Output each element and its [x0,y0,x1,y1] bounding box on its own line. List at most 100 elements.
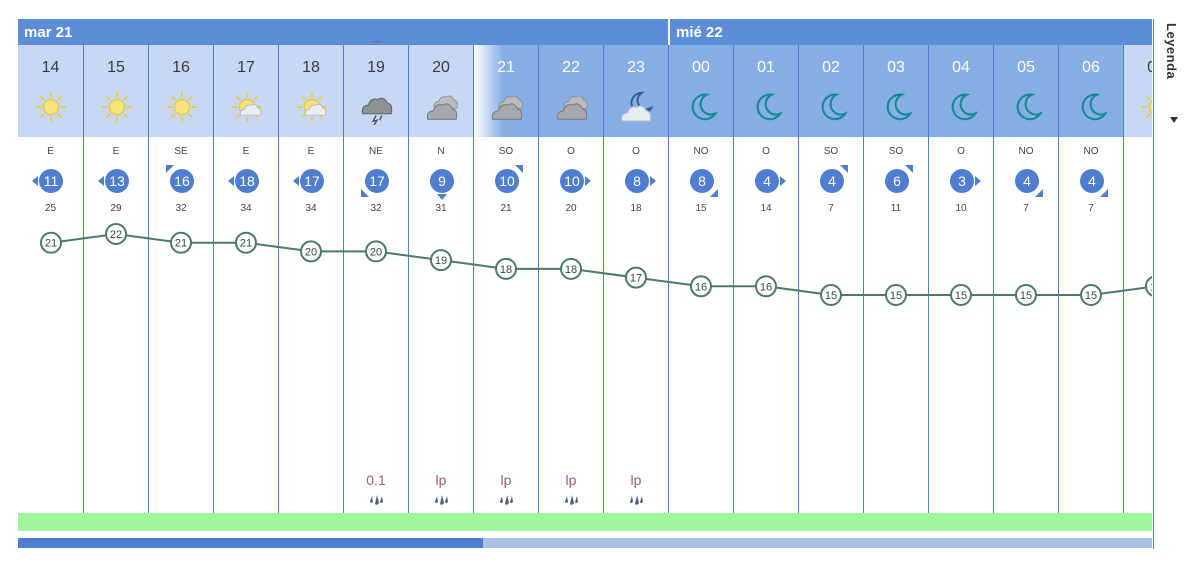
wind-gust: 29 [110,203,122,214]
hour-header: 02 [799,45,863,137]
cloud-icon [556,95,588,120]
moon-icon [821,93,849,121]
condition-strip [18,513,1152,531]
wind-arrow-icon [905,165,913,173]
wind-arrow-icon [710,189,718,197]
wind-gust: 11 [890,203,902,214]
moon-icon [756,93,784,121]
hour-label: 01 [757,59,775,76]
scrollbar-thumb[interactable] [18,538,483,548]
hour-column[interactable]: 15 E 13 29 [83,45,148,531]
hour-column[interactable]: 03 SO 6 11 [863,45,928,531]
legend-panel[interactable]: Leyenda [1153,19,1199,549]
wind-gust: 32 [175,203,187,214]
wind-arrow-icon [166,165,174,173]
wind-direction: SO [823,146,839,157]
hour-column[interactable]: 00 NO 8 15 [668,45,733,531]
wind-direction: E [307,146,315,157]
sun-icon [101,91,133,123]
hour-column[interactable]: 16 SE 16 32 [148,45,213,531]
hour-column[interactable]: 18 E 17 34 [278,45,343,531]
wind-direction: O [762,146,770,157]
hour-column[interactable]: 19 NE 17 32 0.1 [343,41,408,531]
wind-direction: O [567,146,575,157]
hour-header: 22 [539,45,603,137]
hour-column[interactable]: 17 E 18 34 [213,45,278,531]
wind-arrow-icon [293,176,299,186]
hour-columns: 14 E 11 25 15 E 13 29 16 SE 16 32 17 E 18 34 18 E 17 34 19 NE… [18,41,1152,531]
wind-arrow-icon [1035,189,1043,197]
hour-column[interactable]: 22 O 10 20 lp [538,45,603,531]
precipitation-value: lp [565,472,577,488]
hour-header: 04 [929,45,993,137]
precipitation-value: lp [630,472,642,488]
rain-drops-icon [370,495,383,505]
wind-gust: 34 [240,203,252,214]
moon-icon [691,93,719,121]
wind-direction: NO [693,146,709,157]
wind-speed-badge: 10 [560,169,584,193]
moon-icon [886,93,914,121]
wind-arrow-icon [361,189,369,197]
hour-header: 15 [84,45,148,137]
wind-gust: 21 [500,203,512,214]
hour-column[interactable]: 06 NO 4 7 [1058,45,1123,531]
hour-column[interactable]: 21 SO 10 21 lp [473,45,538,531]
moon-icon [1016,93,1044,121]
wind-arrow-icon [437,194,447,200]
hour-header: 18 [279,45,343,137]
wind-gust: 7 [1088,203,1094,214]
hour-column[interactable]: 02 SO 4 7 [798,45,863,531]
sun-cloud-icon [231,91,263,123]
wind-arrow-icon [780,176,786,186]
wind-speed-badge: 13 [105,169,129,193]
hour-header: 16 [149,45,213,137]
hour-column[interactable]: 14 E 11 25 [18,45,83,531]
hour-header: 17 [214,45,278,137]
sun-cloud-icon [296,91,328,123]
wind-arrow-icon [32,176,38,186]
hour-header: 20 [409,45,473,137]
wind-speed-badge: 6 [885,169,909,193]
wind-gust: 7 [828,203,834,214]
wind-direction: NO [1018,146,1034,157]
rain-drops-icon [630,495,643,505]
hour-header: 01 [734,45,798,137]
hour-header: 14 [18,45,83,137]
wind-speed-badge: 17 [300,169,324,193]
hour-label: 02 [822,59,840,76]
hour-header: 23 [604,45,668,137]
hour-column[interactable]: 04 O 3 10 [928,45,993,531]
hour-label: 19 [367,59,385,76]
wind-direction: SE [174,146,188,157]
hour-label: 22 [562,59,580,76]
wind-speed-badge: 4 [820,169,844,193]
wind-direction: SO [498,146,514,157]
precipitation-value: lp [435,472,447,488]
hour-column[interactable]: 07 N [1123,45,1152,531]
wind-direction: NE [369,146,383,157]
hour-column[interactable]: 20 N 9 31 lp [408,45,473,531]
wind-gust: 14 [760,203,772,214]
chevron-down-icon[interactable] [1170,117,1178,123]
wind-arrow-icon [515,165,523,173]
legend-label[interactable]: Leyenda [1164,23,1179,80]
hour-label: 14 [41,59,60,76]
forecast-grid[interactable]: 14 E 11 25 15 E 13 29 16 SE 16 32 17 E 18 34 18 E 17 34 19 NE… [18,19,1152,549]
wind-gust: 10 [955,203,967,214]
precipitation-value: lp [500,472,512,488]
wind-arrow-icon [840,165,848,173]
hour-header: 05 [994,45,1058,137]
precipitation-value: 0.1 [366,472,386,488]
hour-header: 19 [344,45,408,137]
wind-direction: O [632,146,640,157]
sun-icon [1141,96,1152,118]
horizontal-scrollbar[interactable] [18,538,1152,548]
hour-label: 05 [1017,59,1035,76]
wind-speed-badge: 11 [39,169,63,193]
wind-speed-badge: 16 [170,169,194,193]
wind-speed-badge: 17 [365,169,389,193]
hour-column[interactable]: 01 O 4 14 [733,45,798,531]
hour-column[interactable]: 23 O 8 18 lp [603,45,668,531]
hour-column[interactable]: 05 NO 4 7 [993,45,1058,531]
